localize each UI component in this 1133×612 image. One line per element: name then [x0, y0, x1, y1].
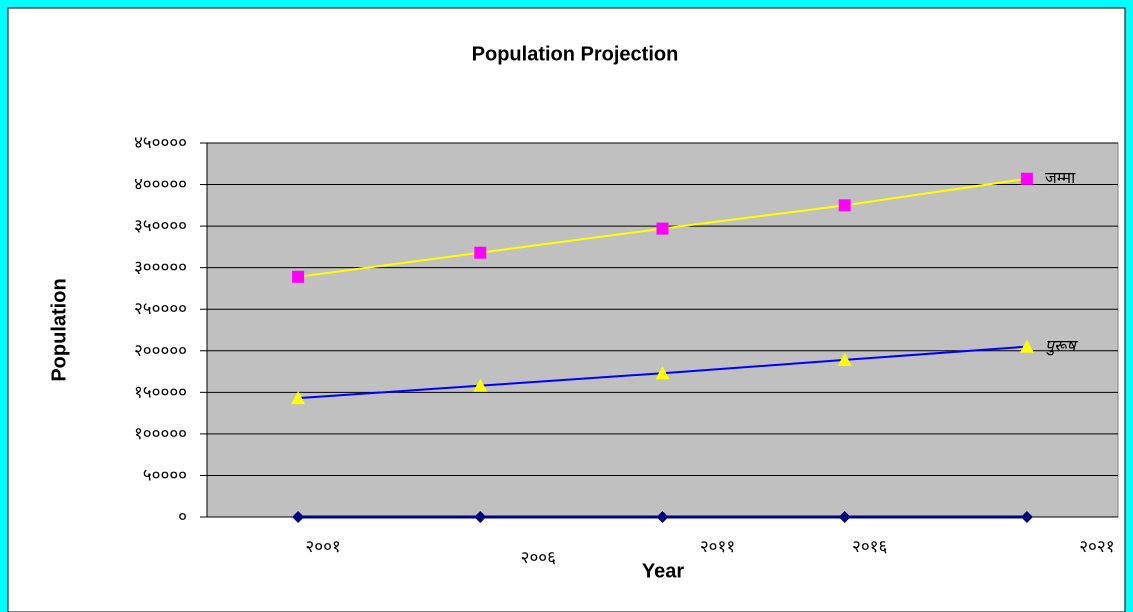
point: [292, 511, 305, 523]
point: [291, 391, 306, 405]
x-tick-label: २०१६: [852, 537, 888, 557]
plot-area: [206, 142, 1119, 518]
y-axis-label: Population: [48, 278, 70, 381]
point: [1019, 339, 1034, 353]
y-tick-label: २५००००: [134, 299, 187, 319]
point: [655, 366, 670, 380]
y-tick-label: ४०००००: [134, 175, 187, 195]
x-tick-label: २०२१: [1079, 537, 1114, 557]
point: [656, 511, 669, 523]
point: [1020, 172, 1033, 185]
point: [473, 378, 488, 392]
y-tick-label: ३०००००: [134, 258, 187, 278]
x-tick-label: २००१: [305, 537, 340, 557]
series-label: जम्मा: [1045, 168, 1076, 187]
y-tick-label: १५००००: [134, 382, 187, 402]
point: [656, 222, 669, 235]
y-tick-label: ३५००००: [134, 216, 187, 236]
point: [474, 246, 487, 259]
y-tick-label: १०००००: [134, 424, 187, 444]
point: [292, 270, 305, 283]
y-tick-label: ५००००: [143, 465, 187, 485]
point: [1020, 511, 1033, 523]
point: [474, 511, 487, 523]
series-label: पुरूष: [1045, 336, 1079, 356]
point: [837, 352, 852, 366]
point: [838, 511, 851, 523]
y-tick-label: ४५००००: [134, 133, 187, 153]
x-axis-label: Year: [642, 560, 684, 582]
point: [838, 199, 851, 212]
x-tick-label: २००६: [521, 548, 557, 568]
y-tick-label: २०००००: [134, 341, 187, 361]
x-tick-label: २०११: [700, 537, 735, 557]
chart-title: Population Projection: [472, 43, 679, 65]
y-tick-label: ०: [178, 507, 187, 527]
